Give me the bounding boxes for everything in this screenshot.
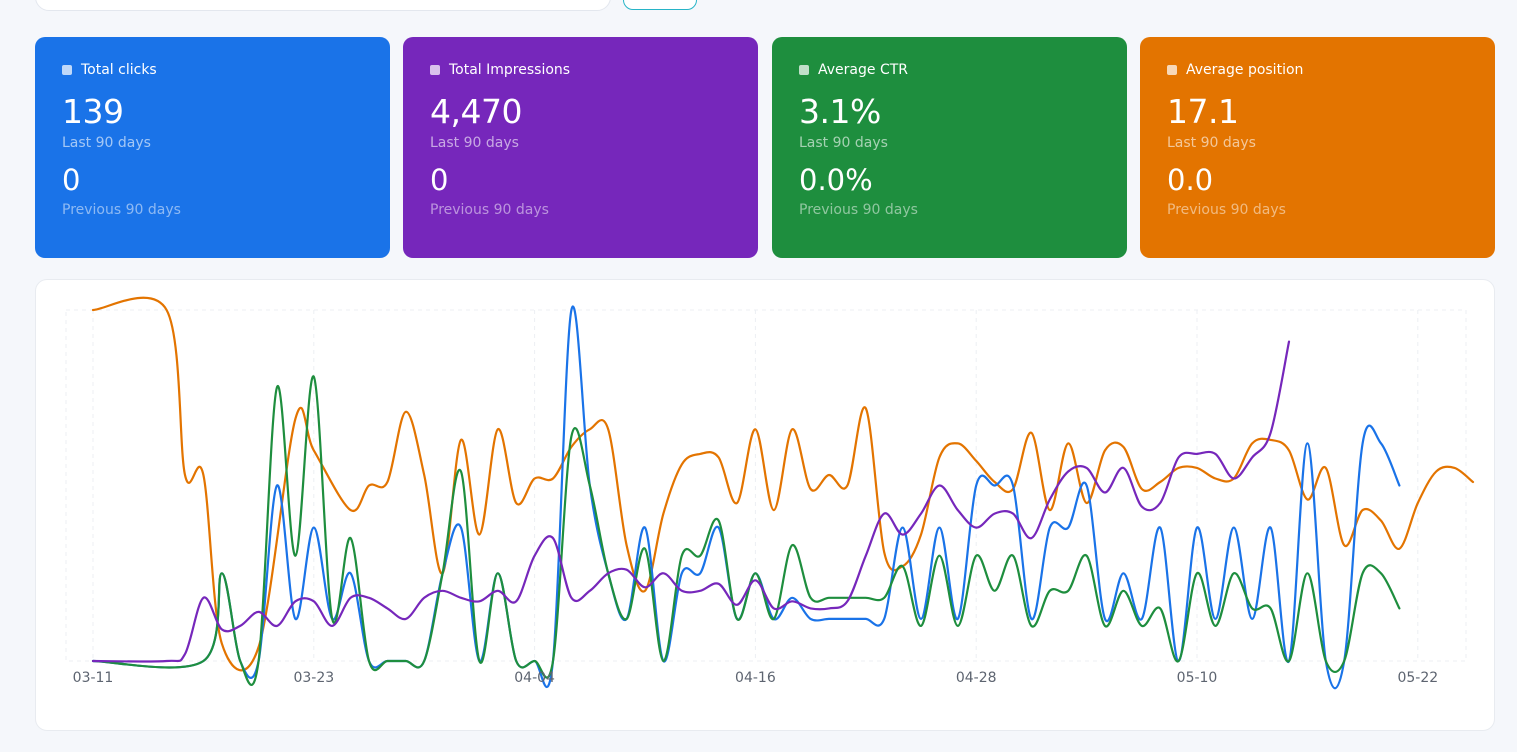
chart-series xyxy=(91,296,1475,689)
card-period: Last 90 days xyxy=(430,135,519,151)
filter-button[interactable] xyxy=(623,0,697,10)
card-prev-value: 0 xyxy=(62,163,81,197)
x-tick-label: 03-11 xyxy=(73,670,114,686)
card-prev-period: Previous 90 days xyxy=(430,202,549,218)
search-input[interactable] xyxy=(35,0,611,11)
card-value: 17.1 xyxy=(1167,92,1239,131)
grid-frame xyxy=(65,309,1467,662)
line-chart: 03-11 03-23 04-04 04-16 04-28 05-10 05-22 xyxy=(65,296,1475,689)
x-tick-label: 04-04 xyxy=(514,670,555,686)
x-tick-label: 03-23 xyxy=(293,670,334,686)
card-period: Last 90 days xyxy=(62,135,151,151)
x-tick-label: 05-22 xyxy=(1397,670,1438,686)
chart-grid xyxy=(65,309,1467,662)
x-tick-label: 04-16 xyxy=(735,670,776,686)
series-line-2 xyxy=(91,375,1401,687)
card-prev-value: 0.0% xyxy=(799,163,873,197)
card-value: 4,470 xyxy=(430,92,522,131)
x-axis-ticks: 03-11 03-23 04-04 04-16 04-28 05-10 05-22 xyxy=(73,670,1438,686)
series-line-0 xyxy=(91,296,1475,672)
checkbox-icon[interactable] xyxy=(799,65,809,75)
performance-chart: 03-11 03-23 04-04 04-16 04-28 05-10 05-22 xyxy=(35,279,1495,731)
metric-cards: Total clicks 139 Last 90 days 0 Previous… xyxy=(35,37,1495,258)
card-title: Average CTR xyxy=(818,62,908,78)
card-value: 3.1% xyxy=(799,92,881,131)
x-tick-label: 05-10 xyxy=(1177,670,1218,686)
checkbox-icon[interactable] xyxy=(430,65,440,75)
card-average-ctr[interactable]: Average CTR 3.1% Last 90 days 0.0% Previ… xyxy=(772,37,1127,258)
card-total-clicks[interactable]: Total clicks 139 Last 90 days 0 Previous… xyxy=(35,37,390,258)
card-period: Last 90 days xyxy=(799,135,888,151)
card-prev-value: 0.0 xyxy=(1167,163,1214,197)
card-prev-period: Previous 90 days xyxy=(62,202,181,218)
card-prev-value: 0 xyxy=(430,163,449,197)
checkbox-icon[interactable] xyxy=(1167,65,1177,75)
card-average-position[interactable]: Average position 17.1 Last 90 days 0.0 P… xyxy=(1140,37,1495,258)
card-value: 139 xyxy=(62,92,124,131)
x-tick-label: 04-28 xyxy=(956,670,997,686)
card-prev-period: Previous 90 days xyxy=(1167,202,1286,218)
card-period: Last 90 days xyxy=(1167,135,1256,151)
card-title: Average position xyxy=(1186,62,1304,78)
checkbox-icon[interactable] xyxy=(62,65,72,75)
series-line-3 xyxy=(91,340,1291,663)
card-title: Total clicks xyxy=(81,62,157,78)
card-prev-period: Previous 90 days xyxy=(799,202,918,218)
card-total-impressions[interactable]: Total Impressions 4,470 Last 90 days 0 P… xyxy=(403,37,758,258)
card-title: Total Impressions xyxy=(449,62,571,78)
